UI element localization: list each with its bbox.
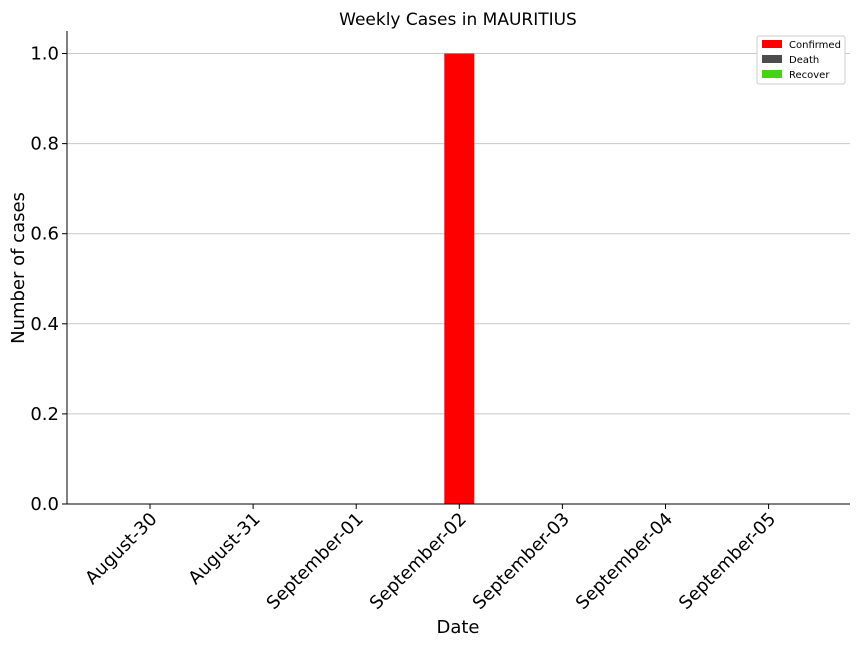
y-tick-label: 1.0 xyxy=(30,44,59,65)
x-ticks: August-30 August-31September-01September-… xyxy=(81,504,780,614)
y-ticks: 0.0 0.2 0.4 0.6 0.8 1.0 xyxy=(30,44,67,515)
bar-confirmed xyxy=(444,53,475,505)
legend-swatch-death xyxy=(762,55,782,63)
x-tick-label: August-31 xyxy=(184,509,264,589)
y-tick-label: 0.4 xyxy=(30,314,59,335)
legend-label-death: Death xyxy=(789,55,819,66)
legend-swatch-recover xyxy=(762,70,782,78)
x-tick-label: September-01 xyxy=(263,509,368,614)
legend-label-confirmed: Confirmed xyxy=(789,40,841,51)
legend-swatch-confirmed xyxy=(762,40,782,48)
x-tick-label: September-02 xyxy=(366,509,471,614)
x-tick-label: September-05 xyxy=(675,509,780,614)
y-tick-label: 0.8 xyxy=(30,134,59,155)
x-tick-label: September-04 xyxy=(572,509,677,614)
y-tick-label: 0.6 xyxy=(30,224,59,245)
bars xyxy=(444,53,475,505)
legend: Confirmed Death Recover xyxy=(756,35,846,85)
y-tick-label: 0.2 xyxy=(30,404,59,425)
legend-label-recover: Recover xyxy=(789,70,830,81)
y-axis-title: Number of cases xyxy=(8,192,29,344)
x-tick-label: August-30 xyxy=(81,509,161,589)
x-axis-title: Date xyxy=(436,617,479,638)
chart-title: Weekly Cases in MAURITIUS xyxy=(339,10,577,30)
y-tick-label: 0.0 xyxy=(30,494,59,515)
x-tick-label: September-03 xyxy=(469,509,574,614)
